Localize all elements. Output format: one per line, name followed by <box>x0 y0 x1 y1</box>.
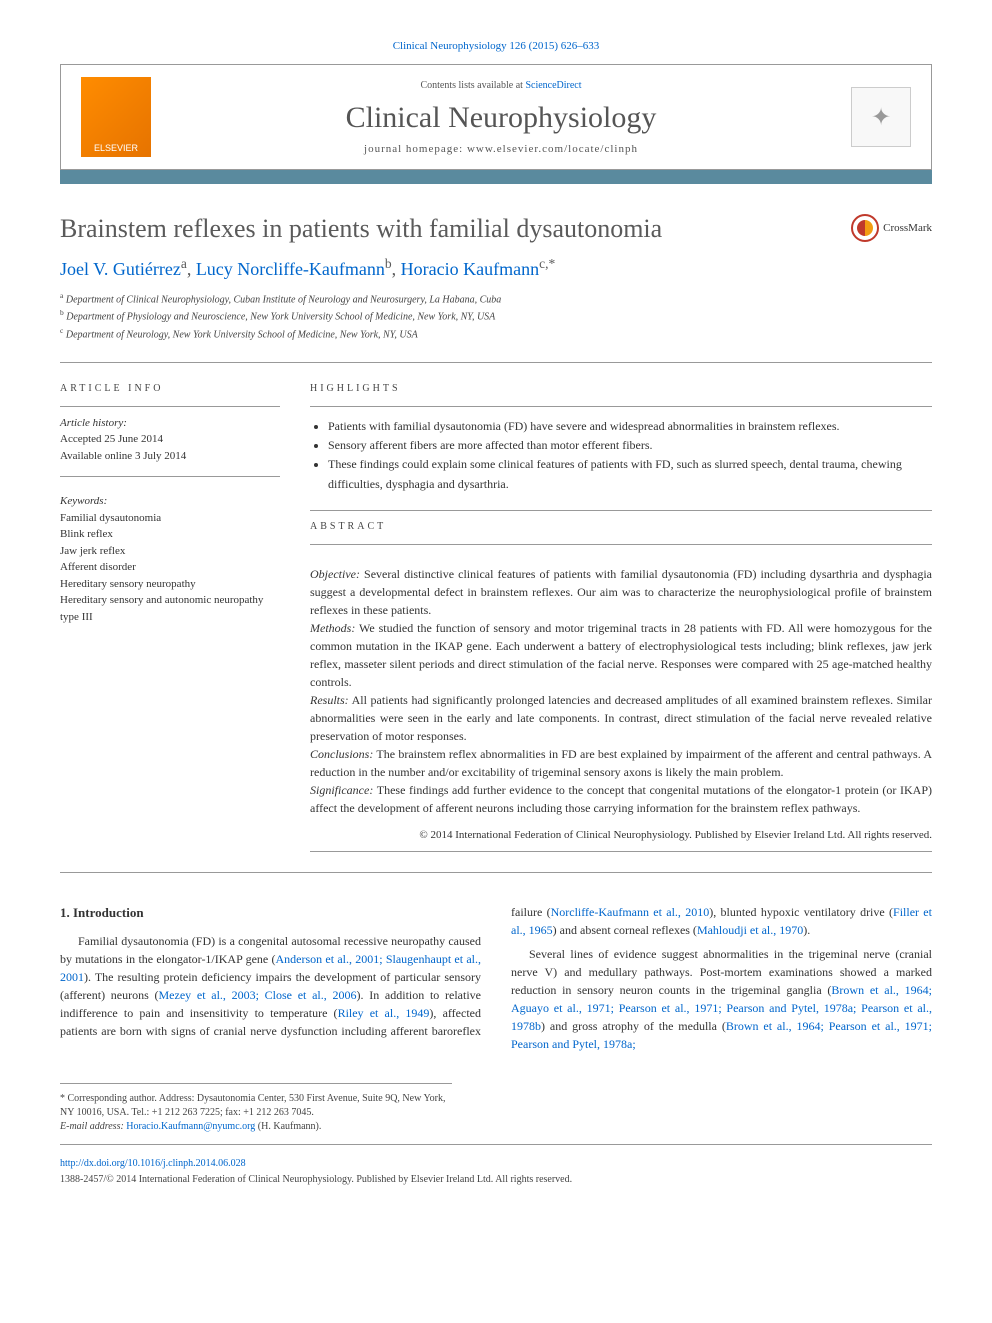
article-title: Brainstem reflexes in patients with fami… <box>60 214 851 244</box>
corresponding-author: * Corresponding author. Address: Dysauto… <box>60 1083 452 1134</box>
online-date: Available online 3 July 2014 <box>60 450 186 462</box>
keyword-item: Hereditary sensory neuropathy <box>60 578 196 590</box>
objective-text: Several distinctive clinical features of… <box>310 567 932 617</box>
accepted-date: Accepted 25 June 2014 <box>60 433 163 445</box>
authors-line: Joel V. Gutiérreza, Lucy Norcliffe-Kaufm… <box>60 256 932 280</box>
abstract-label: ABSTRACT <box>310 521 932 532</box>
author-1[interactable]: Joel V. Gutiérrez <box>60 259 181 279</box>
keyword-item: Familial dysautonomia <box>60 512 161 524</box>
abstract-copyright: © 2014 International Federation of Clini… <box>310 829 932 841</box>
abstract-col: HIGHLIGHTS Patients with familial dysaut… <box>310 383 932 852</box>
results-text: All patients had significantly prolonged… <box>310 693 932 743</box>
info-abstract-row: ARTICLE INFO Article history: Accepted 2… <box>60 383 932 852</box>
history-label: Article history: <box>60 417 127 429</box>
conclusions-text: The brainstem reflex abnormalities in FD… <box>310 747 932 779</box>
keyword-item: Jaw jerk reflex <box>60 545 125 557</box>
significance-label: Significance: <box>310 783 373 797</box>
keywords-block: Keywords: Familial dysautonomia Blink re… <box>60 493 280 625</box>
contents-text: Contents lists available at <box>420 80 522 91</box>
methods-label: Methods: <box>310 621 355 635</box>
results-label: Results: <box>310 693 349 707</box>
homepage-line: journal homepage: www.elsevier.com/locat… <box>151 143 851 155</box>
introduction-section: 1. Introduction Familial dysautonomia (F… <box>60 903 932 1053</box>
journal-header: ELSEVIER Contents lists available at Sci… <box>60 64 932 170</box>
author-3[interactable]: Horacio Kaufmann <box>401 259 539 279</box>
header-accent-bar <box>60 170 932 184</box>
keyword-item: Blink reflex <box>60 528 113 540</box>
highlights-label: HIGHLIGHTS <box>310 383 932 394</box>
objective-label: Objective: <box>310 567 360 581</box>
citation-text: Clinical Neurophysiology 126 (2015) 626–… <box>393 40 600 52</box>
affiliation-a: a Department of Clinical Neurophysiology… <box>60 290 932 307</box>
intro-columns: 1. Introduction Familial dysautonomia (F… <box>60 903 932 1053</box>
ref-link[interactable]: Mezey et al., 2003; Close et al., 2006 <box>159 988 357 1002</box>
highlight-item: These findings could explain some clinic… <box>328 455 932 493</box>
issn-copyright: 1388-2457/© 2014 International Federatio… <box>60 1173 932 1187</box>
author-2[interactable]: Lucy Norcliffe-Kaufmann <box>196 259 385 279</box>
journal-cover-icon: ✦ <box>851 87 911 147</box>
elsevier-logo[interactable]: ELSEVIER <box>81 77 151 157</box>
conclusions-label: Conclusions: <box>310 747 373 761</box>
intro-paragraph-2: Several lines of evidence suggest abnorm… <box>511 945 932 1053</box>
sciencedirect-link[interactable]: ScienceDirect <box>525 80 581 91</box>
article-info-col: ARTICLE INFO Article history: Accepted 2… <box>60 383 280 852</box>
page-footer: * Corresponding author. Address: Dysauto… <box>60 1083 932 1187</box>
affiliation-c: c Department of Neurology, New York Univ… <box>60 325 932 342</box>
ref-link[interactable]: Mahloudji et al., 1970 <box>697 923 803 937</box>
corresponding-text: * Corresponding author. Address: Dysauto… <box>60 1092 452 1120</box>
affiliation-b: b Department of Physiology and Neuroscie… <box>60 307 932 324</box>
email-line: E-mail address: Horacio.Kaufmann@nyumc.o… <box>60 1120 452 1134</box>
homepage-label: journal homepage: <box>364 143 463 155</box>
journal-name: Clinical Neurophysiology <box>151 101 851 135</box>
methods-text: We studied the function of sensory and m… <box>310 621 932 689</box>
journal-citation[interactable]: Clinical Neurophysiology 126 (2015) 626–… <box>60 40 932 52</box>
keyword-item: Hereditary sensory and autonomic neuropa… <box>60 594 263 623</box>
ref-link[interactable]: Riley et al., 1949 <box>338 1006 430 1020</box>
article-info-label: ARTICLE INFO <box>60 383 280 394</box>
affiliations: a Department of Clinical Neurophysiology… <box>60 290 932 342</box>
keywords-label: Keywords: <box>60 495 107 507</box>
elsevier-label: ELSEVIER <box>94 143 138 153</box>
divider <box>60 362 932 363</box>
article-history: Article history: Accepted 25 June 2014 A… <box>60 415 280 465</box>
divider <box>60 872 932 873</box>
crossmark-label: CrossMark <box>883 222 932 234</box>
header-center: Contents lists available at ScienceDirec… <box>151 80 851 155</box>
abstract-body: Objective: Several distinctive clinical … <box>310 565 932 817</box>
doi-link[interactable]: http://dx.doi.org/10.1016/j.clinph.2014.… <box>60 1157 932 1171</box>
contents-line: Contents lists available at ScienceDirec… <box>151 80 851 91</box>
email-link[interactable]: Horacio.Kaufmann@nyumc.org <box>126 1121 255 1132</box>
ref-link[interactable]: Norcliffe-Kaufmann et al., 2010 <box>551 905 710 919</box>
highlight-item: Sensory afferent fibers are more affecte… <box>328 436 932 455</box>
highlight-item: Patients with familial dysautonomia (FD)… <box>328 417 932 436</box>
crossmark-badge[interactable]: CrossMark <box>851 214 932 242</box>
intro-heading: 1. Introduction <box>60 903 481 923</box>
keyword-item: Afferent disorder <box>60 561 136 573</box>
homepage-url[interactable]: www.elsevier.com/locate/clinph <box>467 143 638 155</box>
crossmark-icon <box>851 214 879 242</box>
significance-text: These findings add further evidence to t… <box>310 783 932 815</box>
highlights-list: Patients with familial dysautonomia (FD)… <box>328 417 932 494</box>
